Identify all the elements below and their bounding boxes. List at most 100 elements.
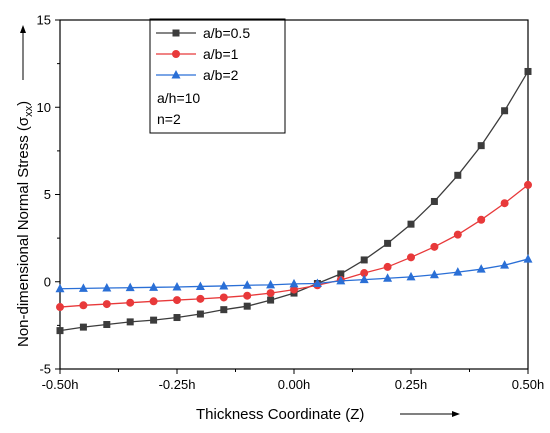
y-axis-title-sub: xx (23, 105, 35, 117)
series-a/b=2 (55, 254, 533, 293)
data-point (173, 296, 181, 305)
legend-marker (172, 50, 180, 58)
data-point (360, 256, 368, 264)
data-point (149, 282, 159, 291)
data-point (196, 294, 205, 303)
legend-entry: a/b=2 (156, 67, 239, 83)
series-a/b=0.5 (56, 67, 532, 335)
data-point (102, 283, 112, 292)
data-point (407, 220, 415, 228)
data-point (219, 293, 228, 302)
legend-label: a/b=0.5 (203, 25, 250, 41)
data-point (220, 306, 228, 314)
data-point (267, 296, 275, 304)
data-point (172, 281, 182, 291)
data-point (196, 310, 204, 318)
x-axis-ticks: -0.50h -0.25h 0.00h 0.25h 0.50h (42, 369, 545, 392)
plot-border (59, 19, 529, 370)
data-point (360, 269, 369, 278)
data-point (242, 280, 252, 289)
data-point (266, 279, 276, 289)
data-point (524, 67, 532, 75)
y-axis-arrow (20, 25, 26, 80)
data-point (56, 327, 64, 335)
x-tick-label: 0.50h (512, 377, 545, 392)
data-point (407, 253, 415, 262)
y-tick-label: 5 (44, 187, 51, 202)
legend-entry: a/b=1 (156, 46, 239, 62)
annotation-aspect-ratio: a/h=10 (157, 90, 200, 106)
data-point (477, 142, 485, 150)
data-point (383, 273, 393, 282)
svg-text:Non-dimensional Normal Stress: Non-dimensional Normal Stress (σxx) (15, 101, 35, 347)
data-point (523, 254, 533, 263)
data-point (429, 269, 439, 279)
y-tick-label: 0 (44, 274, 51, 289)
data-point (336, 275, 346, 285)
data-point (125, 282, 135, 292)
data-point (290, 285, 298, 294)
data-point (126, 298, 135, 307)
x-axis-arrow (400, 411, 460, 417)
y-axis-title-main: Non-dimensional Normal Stress (σ (15, 116, 32, 347)
legend-entry: a/b=0.5 (156, 25, 250, 41)
data-point (337, 270, 345, 278)
x-tick-label: 0.25h (395, 377, 428, 392)
data-point (78, 283, 88, 292)
legend-box (149, 18, 286, 134)
data-point (149, 297, 158, 306)
legend-marker (171, 70, 181, 79)
data-point (476, 264, 486, 273)
data-point (243, 302, 251, 310)
y-tick-label: 15 (37, 13, 51, 28)
data-point (219, 280, 229, 290)
data-point (453, 230, 462, 239)
y-axis-ticks: -5 0 5 10 15 (37, 13, 60, 377)
data-point (406, 271, 416, 281)
data-point (173, 314, 181, 322)
series-layer (55, 67, 533, 335)
data-point (384, 239, 392, 247)
data-point (477, 215, 486, 224)
x-tick-label: -0.25h (159, 377, 196, 392)
legend-marker (172, 29, 180, 37)
data-point (55, 283, 65, 293)
data-point (312, 278, 322, 287)
data-point (289, 278, 299, 288)
data-point (79, 301, 88, 310)
data-point (430, 197, 438, 205)
data-point (266, 289, 275, 298)
data-point (243, 291, 252, 300)
data-point (500, 199, 509, 208)
data-point (501, 107, 509, 115)
x-tick-label: -0.50h (42, 377, 79, 392)
data-point (359, 274, 369, 284)
y-tick-label: 10 (37, 100, 51, 115)
data-point (195, 281, 205, 290)
legend-entries: a/b=0.5 a/b=1 a/b=2 (156, 25, 250, 83)
data-point (102, 300, 111, 309)
data-point (150, 316, 158, 324)
annotation-power-index: n=2 (157, 111, 181, 127)
data-point (454, 171, 462, 179)
x-tick-label: 0.00h (278, 377, 311, 392)
legend-label: a/b=2 (203, 67, 239, 83)
data-point (453, 267, 463, 276)
legend-label: a/b=1 (203, 46, 239, 62)
data-point (430, 242, 439, 251)
series-a/b=1 (56, 180, 532, 312)
data-point (56, 303, 64, 312)
y-tick-label: -5 (39, 362, 51, 377)
data-point (103, 321, 111, 329)
data-point (500, 260, 510, 269)
data-point (79, 323, 87, 331)
plot-frame (59, 19, 529, 370)
y-axis-title-close: ) (15, 101, 32, 106)
y-axis-title: Non-dimensional Normal Stress (σxx) (15, 101, 35, 347)
data-point (126, 318, 134, 326)
legend: a/b=0.5 a/b=1 a/b=2 a/h=10 n=2 (149, 18, 286, 134)
data-point (524, 180, 532, 189)
data-point (383, 262, 392, 271)
x-axis-title: Thickness Coordinate (Z) (196, 406, 364, 423)
